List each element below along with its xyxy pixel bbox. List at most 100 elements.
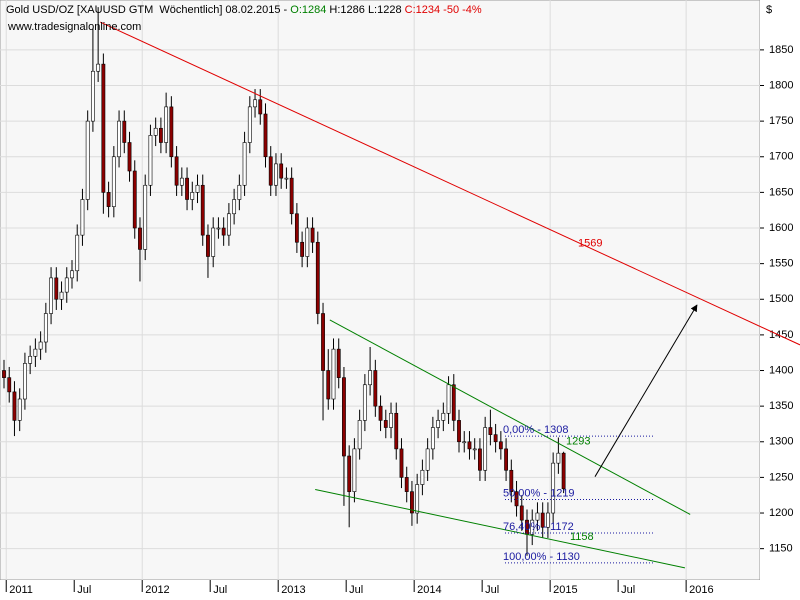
candle-body (179, 177, 184, 186)
candle-body (540, 512, 545, 528)
x-tick-label: Jul (485, 584, 499, 596)
plot-area (0, 0, 761, 581)
x-tick-label: Jul (77, 584, 91, 596)
x-tick-label: 2012 (145, 584, 169, 596)
candle-body (389, 412, 393, 428)
x-tick-label: Jul (621, 584, 635, 596)
candle-body (530, 519, 535, 535)
candle-body (200, 184, 205, 236)
y-tick-label: 1850 (769, 44, 793, 56)
title-part: C:1234 -50 -4% (405, 4, 482, 16)
candle-body (59, 291, 64, 300)
candle-body (410, 491, 414, 514)
candle-body (132, 170, 137, 229)
candle-body (462, 441, 467, 444)
candle-body (305, 227, 310, 257)
candle-body (493, 434, 498, 443)
x-axis-panel (0, 580, 760, 600)
candle-body (226, 213, 231, 236)
candle-body (195, 184, 200, 193)
candle-body (7, 377, 12, 393)
candle-body (153, 127, 158, 136)
candle-body (373, 370, 378, 407)
candle-body (117, 120, 121, 158)
y-tick-label: 1400 (769, 364, 793, 376)
candle-body (221, 227, 226, 236)
x-tick-label: 2015 (553, 584, 577, 596)
candle-body (357, 420, 362, 450)
candle-body (326, 370, 331, 400)
fib-label: 76,40% - 1172 (503, 521, 574, 533)
projection-arrow (594, 304, 698, 477)
candle-body (483, 427, 488, 471)
y-tick-label: 1350 (769, 400, 793, 412)
line-label: 1158 (570, 531, 594, 543)
line-label: 1569 (578, 238, 602, 250)
title-part: H:1286 L:1228 (326, 4, 404, 16)
candle-body (336, 348, 341, 378)
candle-body (127, 142, 132, 172)
y-tick-label: 1150 (769, 543, 793, 555)
fib-label: 50,00% - 1219 (503, 487, 575, 499)
candle-body (143, 184, 148, 250)
candle-body (415, 484, 420, 514)
candle-body (274, 163, 278, 186)
y-axis-panel (760, 0, 800, 600)
y-tick-label: 1600 (769, 222, 793, 234)
y-tick-label: 1450 (769, 329, 793, 341)
candle-body (315, 241, 320, 314)
candle-body (38, 341, 43, 350)
candle-body (425, 448, 430, 471)
candle-body (446, 384, 451, 414)
candle-body (399, 448, 404, 478)
candle-body (394, 412, 399, 450)
trendline (329, 319, 691, 515)
candle-body (498, 441, 503, 450)
candle-body (420, 469, 425, 485)
candle-body (535, 512, 540, 521)
candle-body (206, 234, 210, 257)
y-tick-label: 1500 (769, 293, 793, 305)
y-tick-label: 1750 (769, 115, 793, 127)
candle-body (430, 427, 435, 450)
candle-body (331, 348, 336, 400)
candle-body (310, 227, 315, 243)
x-tick-label: 2014 (417, 584, 441, 596)
candle-body (169, 106, 174, 158)
trendline (315, 489, 686, 569)
candle-body (164, 106, 169, 143)
candle-body (368, 370, 373, 386)
candle-body (33, 348, 38, 357)
candle-body (378, 405, 383, 421)
candle-body (17, 398, 22, 421)
candle-body (232, 199, 237, 215)
candle-body (138, 227, 142, 250)
candle-body (253, 99, 257, 108)
candle-body (148, 135, 153, 186)
candle-body (91, 70, 95, 122)
fib-label: 100,00% - 1130 (503, 551, 580, 563)
candle-body (488, 427, 493, 435)
candle-body (85, 120, 90, 200)
candle-body (342, 377, 346, 457)
candle-body (96, 63, 101, 72)
candle-body (279, 163, 284, 179)
candle-body (467, 441, 472, 450)
candle-body (294, 213, 299, 243)
candle-body (263, 113, 268, 158)
candle-body (43, 313, 48, 343)
candle-body (451, 384, 456, 421)
candle-body (247, 106, 252, 143)
x-tick-label: Jul (213, 584, 227, 596)
x-tick-label: 2016 (689, 584, 713, 596)
candle-body (211, 227, 216, 257)
candle-body (362, 384, 367, 421)
candle-body (321, 313, 325, 371)
candle-body (268, 156, 273, 186)
y-tick-label: 1250 (769, 471, 793, 483)
x-tick-label: 2013 (281, 584, 305, 596)
candle-body (284, 177, 289, 180)
x-tick-label: 2011 (9, 584, 33, 596)
candle-body (185, 177, 189, 200)
